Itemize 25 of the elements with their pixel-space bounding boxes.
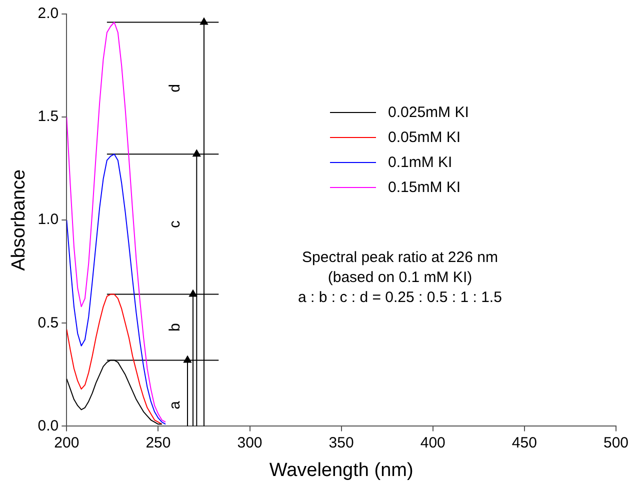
x-tick-label: 350 xyxy=(328,434,354,452)
annotation: b xyxy=(166,323,184,332)
annotation: a : b : c : d = 0.25 : 0.5 : 1 : 1.5 xyxy=(297,288,503,308)
legend-label: 0.05mM KI xyxy=(388,129,461,146)
x-tick-label: 450 xyxy=(512,434,537,452)
y-axis-title: Absorbance xyxy=(8,169,30,271)
y-tick-label: 1.0 xyxy=(38,211,59,228)
x-tick-label: 200 xyxy=(54,434,80,452)
annotation: (based on 0.1 mM KI) xyxy=(326,268,474,288)
x-tick-label: 250 xyxy=(146,434,171,452)
y-tick-label: 0.5 xyxy=(38,314,59,332)
x-tick-label: 500 xyxy=(603,434,629,452)
legend-label: 0.025mM KI xyxy=(388,104,469,121)
x-tick-label: 400 xyxy=(420,434,446,452)
x-tick-label: 300 xyxy=(237,434,262,452)
y-tick-label: 0.0 xyxy=(38,417,59,434)
legend-label: 0.15mM KI xyxy=(388,179,461,196)
x-axis-title: Wavelength (nm) xyxy=(269,460,414,481)
legend-label: 0.1mM KI xyxy=(388,154,452,171)
y-tick-label: 2.0 xyxy=(38,5,59,22)
annotation: d xyxy=(166,84,184,92)
annotation: Spectral peak ratio at 226 nm xyxy=(301,248,499,268)
annotation: c xyxy=(166,220,184,228)
annotation: a xyxy=(166,400,184,410)
y-tick-label: 1.5 xyxy=(38,108,59,126)
